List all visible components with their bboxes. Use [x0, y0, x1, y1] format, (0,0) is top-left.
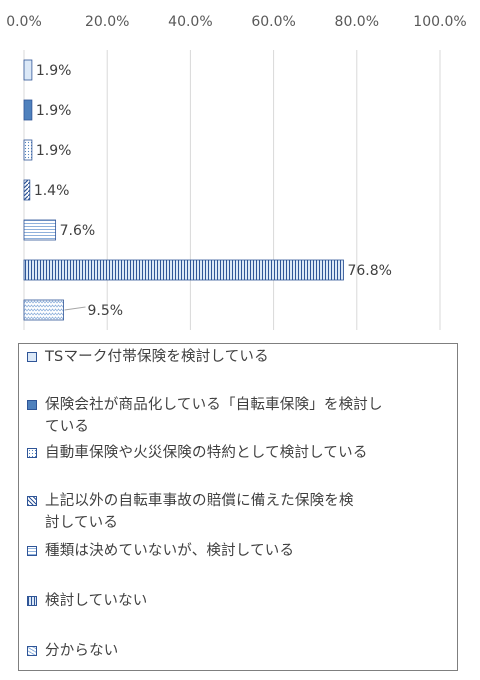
legend-item: 保険会社が商品化している「自転車保険」を検討し ている: [27, 394, 451, 438]
bar-chart: 0.0% 20.0% 40.0% 60.0% 80.0% 100.0% 1.9%1.9%1…: [6, 14, 467, 330]
x-tick-label: 80.0%: [335, 14, 379, 30]
bar: [23, 299, 64, 321]
x-tick-label: 100.0%: [413, 14, 466, 30]
legend-item: 上記以外の自転車事故の賠償に備えた保険を検 討している: [27, 490, 451, 534]
legend-label: 検討していない: [45, 593, 148, 609]
data-label: 1.4%: [34, 183, 70, 199]
legend-swatch: [27, 646, 37, 656]
legend-item: TSマーク付帯保険を検討している: [27, 346, 451, 368]
gridlines: [23, 50, 441, 330]
legend-label: 上記以外の自転車事故の賠償に備えた保険を検 討している: [45, 493, 354, 531]
bar: [23, 139, 33, 161]
bars: [23, 59, 344, 321]
data-label: 1.9%: [36, 63, 72, 79]
legend-label: 分からない: [45, 643, 119, 659]
data-label: 1.9%: [36, 143, 72, 159]
x-tick-label: 0.0%: [6, 14, 42, 30]
bar: [23, 99, 33, 121]
data-label: 1.9%: [36, 103, 72, 119]
legend-swatch: [27, 496, 37, 506]
legend-item: 分からない: [27, 640, 451, 662]
bar: [23, 219, 57, 241]
legend-label: 自動車保険や火災保険の特約として検討している: [45, 445, 368, 461]
legend-swatch: [27, 596, 37, 606]
x-tick-label: 20.0%: [85, 14, 129, 30]
legend-item: 種類は決めていないが、検討している: [27, 540, 451, 562]
legend-swatch: [27, 400, 37, 410]
data-label: 76.8%: [347, 263, 391, 279]
x-tick-label: 40.0%: [168, 14, 212, 30]
bar: [23, 59, 33, 81]
legend-item: 検討していない: [27, 590, 451, 612]
bar: [23, 259, 344, 281]
legend: TSマーク付帯保険を検討している保険会社が商品化している「自転車保険」を検討し …: [18, 343, 458, 671]
leader-line: [64, 306, 86, 311]
legend-swatch: [27, 352, 37, 362]
data-label: 7.6%: [60, 223, 96, 239]
legend-label: 種類は決めていないが、検討している: [45, 543, 295, 559]
bar: [23, 179, 31, 201]
legend-swatch: [27, 448, 37, 458]
data-labels: 1.9% 1.9% 1.9% 1.4% 7.6% 76.8% 9.5%: [34, 63, 392, 319]
legend-label: TSマーク付帯保険を検討している: [45, 349, 269, 365]
legend-swatch: [27, 546, 37, 556]
legend-item: 自動車保険や火災保険の特約として検討している: [27, 442, 451, 464]
legend-label: 保険会社が商品化している「自転車保険」を検討し ている: [45, 397, 383, 435]
x-tick-label: 60.0%: [251, 14, 295, 30]
data-label: 9.5%: [88, 303, 124, 319]
x-axis-ticks: 0.0% 20.0% 40.0% 60.0% 80.0% 100.0%: [6, 14, 466, 30]
